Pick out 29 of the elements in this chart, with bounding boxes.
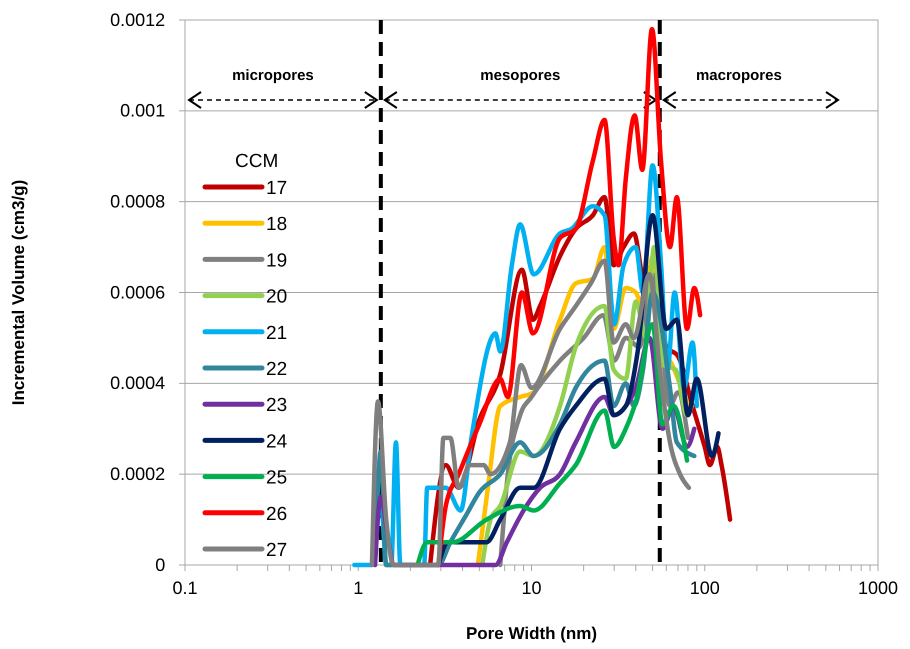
legend-label: 20 <box>266 286 288 308</box>
legend-label: 24 <box>266 431 288 452</box>
annotation: mesopores <box>480 67 560 84</box>
legend-label: 19 <box>266 250 288 272</box>
y-tick-label: 0.0004 <box>110 373 166 394</box>
x-tick-label: 100 <box>690 578 720 598</box>
legend-label: 22 <box>266 359 288 380</box>
x-tick-label: 1 <box>353 578 364 598</box>
legend-label: 17 <box>266 178 288 199</box>
y-tick-label: 0.0002 <box>110 464 166 484</box>
legend-label: 21 <box>266 322 288 344</box>
legend-label: 25 <box>266 468 288 489</box>
x-tick-label: 0.1 <box>172 578 198 598</box>
annotation: micropores <box>232 67 314 84</box>
y-tick-label: 0.0012 <box>110 10 166 30</box>
y-tick-label: 0.001 <box>120 100 166 121</box>
x-tick-label: 10 <box>521 578 542 598</box>
legend-title: CCM <box>235 151 278 172</box>
annotation: macropores <box>696 67 782 84</box>
y-tick-label: 0 <box>155 554 166 575</box>
x-axis-title: Pore Width (nm) <box>466 624 598 643</box>
legend-label: 23 <box>266 395 288 416</box>
y-axis-title: Incremental Volume (cm3/g) <box>9 180 28 406</box>
legend-label: 27 <box>266 540 288 561</box>
legend-label: 18 <box>266 214 288 236</box>
legend-label: 26 <box>266 504 288 525</box>
y-tick-label: 0.0008 <box>110 191 166 212</box>
x-tick-label: 1000 <box>858 578 898 598</box>
y-tick-label: 0.0006 <box>110 282 166 302</box>
